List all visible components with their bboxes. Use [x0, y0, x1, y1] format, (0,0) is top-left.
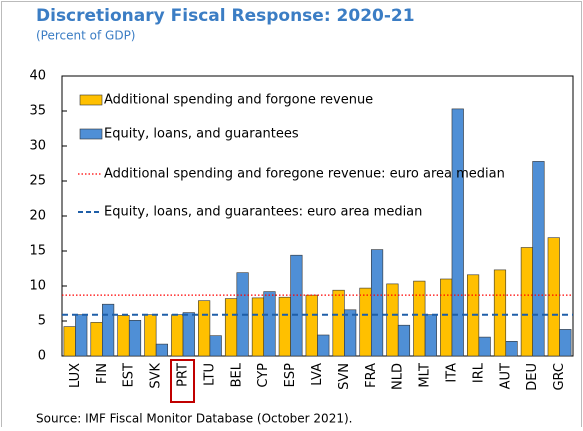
y-tick-label: 10: [29, 279, 46, 294]
x-tick-label: LVA: [310, 363, 325, 386]
bar: [117, 315, 130, 357]
bar: [478, 336, 491, 357]
bar: [532, 161, 545, 357]
bar: [424, 314, 437, 357]
bar: [397, 324, 411, 357]
x-tick-label: BEL: [229, 362, 244, 387]
legend-label: Equity, loans, and guarantees: euro area…: [104, 205, 422, 220]
legend-label: Equity, loans, and guarantees: [104, 127, 299, 142]
bar: [493, 269, 507, 357]
y-tick-label: 0: [38, 349, 46, 364]
bar: [559, 329, 572, 357]
bar: [317, 334, 330, 357]
x-tick-label: ESP: [283, 363, 298, 387]
x-tick-label: LUX: [68, 363, 83, 388]
x-tick-label: SVK: [149, 363, 164, 389]
x-tick-label: MLT: [418, 363, 433, 388]
bar: [155, 343, 168, 357]
bar: [290, 254, 303, 357]
bar: [386, 283, 399, 357]
bar: [90, 322, 103, 357]
bar: [102, 303, 115, 357]
legend-label: Additional spending and forgone revenue: [104, 93, 373, 108]
bar: [128, 319, 142, 357]
x-tick-label: EST: [122, 363, 137, 387]
y-tick-label: 30: [29, 139, 46, 154]
bar: [359, 287, 372, 357]
bar: [75, 314, 88, 357]
x-tick-label: NLD: [391, 363, 406, 390]
y-tick-label: 25: [29, 174, 46, 189]
bar: [505, 340, 518, 357]
x-tick-label: IRL: [471, 362, 486, 383]
x-tick-label: GRC: [552, 363, 567, 391]
bar: [144, 314, 157, 357]
x-tick-label: DEU: [525, 363, 540, 391]
bar: [224, 298, 238, 357]
x-tick-label: PRT: [176, 363, 191, 387]
x-tick-label: CYP: [256, 363, 271, 388]
y-tick-label: 15: [29, 244, 46, 259]
y-tick-label: 35: [29, 104, 46, 119]
bar: [370, 249, 384, 357]
x-tick-label: FIN: [95, 363, 110, 384]
x-tick-label: AUT: [498, 363, 513, 389]
bar: [413, 280, 426, 357]
bar: [344, 309, 357, 357]
bar: [547, 237, 560, 357]
x-tick-label: ITA: [444, 363, 459, 383]
bar: [63, 326, 76, 357]
highlight-box: [170, 359, 195, 403]
bar: [520, 247, 533, 357]
legend-swatch: [79, 94, 103, 106]
bar: [182, 312, 195, 357]
bar: [440, 278, 453, 357]
bar: [332, 289, 345, 357]
chart-subtitle: (Percent of GDP): [36, 29, 136, 43]
bar: [278, 296, 291, 357]
y-tick-label: 40: [29, 69, 46, 84]
bar: [171, 314, 184, 357]
bar: [209, 335, 222, 357]
bar: [198, 300, 211, 357]
chart-title: Discretionary Fiscal Response: 2020-21: [36, 6, 415, 26]
bar: [451, 108, 464, 357]
y-tick-label: 20: [29, 209, 46, 224]
x-tick-label: LTU: [202, 363, 217, 386]
bar: [263, 291, 276, 357]
legend-label: Additional spending and foregone revenue…: [104, 167, 505, 182]
legend-swatch: [79, 128, 103, 140]
source-note: Source: IMF Fiscal Monitor Database (Oct…: [36, 412, 352, 426]
bar: [251, 297, 265, 357]
x-tick-label: SVN: [337, 363, 352, 390]
bar: [305, 294, 318, 357]
y-tick-label: 5: [38, 314, 46, 329]
x-tick-label: FRA: [364, 363, 379, 388]
